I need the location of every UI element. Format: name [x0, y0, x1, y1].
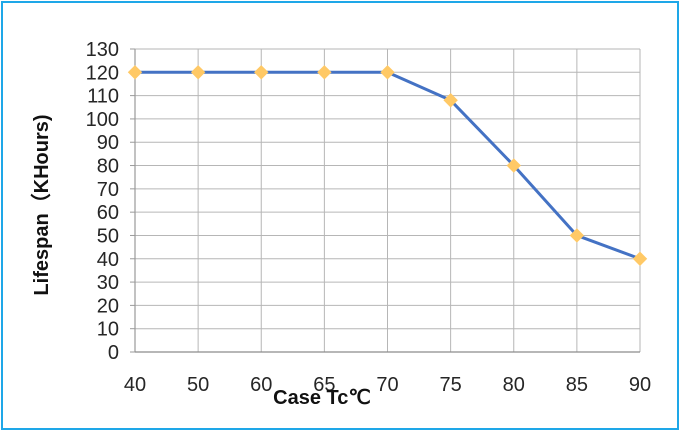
y-tick-label: 20 [97, 295, 119, 317]
y-tick-label: 130 [86, 39, 119, 61]
x-tick-label: 70 [376, 374, 398, 396]
data-point-marker [632, 251, 648, 266]
y-tick-label: 0 [108, 342, 119, 364]
y-tick-label: 60 [97, 202, 119, 224]
data-point-marker [506, 158, 521, 173]
y-tick-label: 30 [97, 272, 119, 294]
y-tick-label: 110 [87, 86, 119, 108]
x-tick-label: 90 [629, 374, 651, 396]
data-point-marker [380, 65, 395, 80]
y-tick-label: 100 [86, 109, 119, 131]
x-tick-label: 65 [313, 374, 335, 396]
x-tick-label: 60 [250, 374, 272, 396]
x-tick-label: 50 [187, 374, 209, 396]
x-tick-labels: 40 50 60 65 70 75 80 85 90 [124, 374, 651, 396]
y-tick-label: 80 [97, 156, 119, 178]
data-point-marker [443, 93, 458, 108]
data-point-marker [190, 65, 206, 80]
data-point-marker [254, 65, 269, 80]
x-tick-label: 85 [566, 374, 588, 396]
x-axis-title: Case Tc℃ [273, 387, 371, 409]
y-tick-label: 40 [97, 249, 119, 271]
y-tick-label: 50 [97, 225, 119, 247]
x-tick-label: 75 [440, 374, 462, 396]
y-tick-label: 90 [97, 132, 119, 154]
grid [135, 48, 641, 352]
x-tick-label: 40 [124, 374, 146, 396]
x-tick-label: 80 [503, 374, 525, 396]
y-tick-label: 120 [86, 62, 119, 84]
data-point-marker [569, 228, 585, 243]
y-tick-label: 10 [97, 319, 119, 341]
data-point-marker [127, 65, 143, 80]
y-tick-label: 70 [97, 179, 119, 201]
axes [130, 48, 640, 353]
series [127, 65, 648, 266]
y-axis-title: Lifespan（KHours) [30, 114, 53, 295]
data-point-marker [317, 65, 332, 80]
